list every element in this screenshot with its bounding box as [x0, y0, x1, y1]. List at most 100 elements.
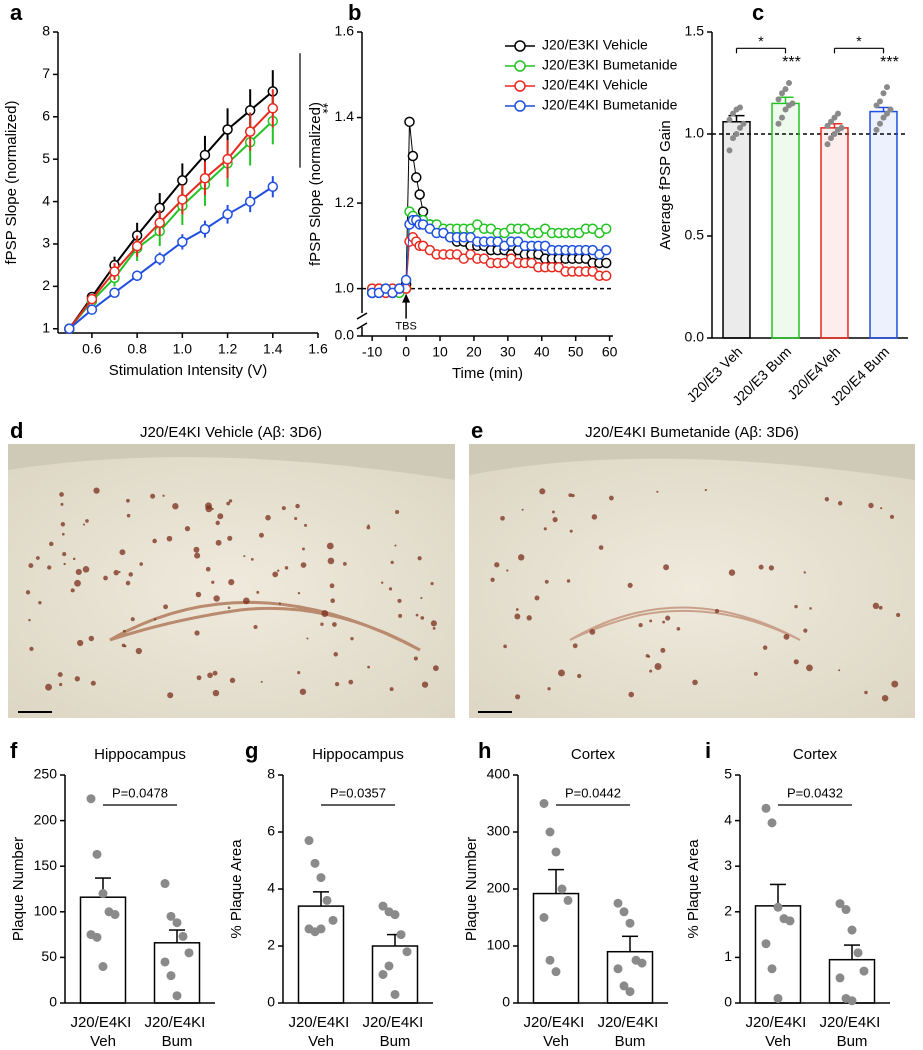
plaque [126, 498, 130, 503]
significance: *** [782, 54, 801, 71]
y-tick-label: 4 [267, 880, 275, 896]
label-line: J20/E4KI [819, 1014, 884, 1031]
sample-point [378, 901, 388, 911]
label-line: Veh [543, 1033, 569, 1050]
sample-point [824, 141, 831, 148]
legend-label: J20/E4KI Bumetanide [542, 97, 678, 113]
sample-point [110, 910, 120, 920]
label-line: Veh [90, 1033, 116, 1050]
y-tick-label: 6 [42, 107, 50, 123]
sample-point [730, 135, 736, 142]
sample-point [775, 96, 782, 103]
y-tick-label: 2 [724, 903, 732, 919]
plaque [74, 676, 80, 682]
plaque [300, 562, 307, 568]
data-point [222, 124, 233, 135]
x-tick-label: J20/E4KI Bum [819, 1014, 884, 1050]
significance: *** [880, 54, 899, 71]
plaque [29, 646, 34, 651]
sample-point [831, 131, 838, 137]
sample-point [322, 895, 332, 905]
plaque [864, 690, 868, 695]
plaque [366, 525, 371, 530]
x-axis-label: Stimulation Intensity (V) [109, 362, 267, 379]
plaque [692, 679, 698, 686]
sample-point [328, 915, 338, 925]
plaque [838, 669, 841, 672]
significance: * [856, 33, 862, 49]
plaque [194, 630, 200, 636]
plaque [207, 672, 213, 679]
data-point [222, 209, 233, 220]
plaque [649, 619, 653, 623]
x-tick-label: J20/E4KI Veh [523, 1014, 588, 1050]
sample-point [160, 957, 170, 967]
y-axis-label: fPSP Slope (normalized) [3, 101, 20, 265]
label-line: Bum [380, 1033, 411, 1050]
plaque [398, 613, 403, 618]
plaque [728, 569, 736, 576]
chart-title: Cortex [793, 746, 838, 763]
plaque [803, 628, 808, 633]
y-tick-label: 1.0 [685, 125, 705, 141]
sample-point [835, 973, 845, 983]
sample-point [726, 147, 733, 154]
bar [771, 102, 800, 339]
plaque [506, 569, 509, 572]
data-point [109, 266, 120, 277]
plaque [878, 605, 883, 610]
plaque [608, 495, 614, 501]
plaque [229, 677, 236, 684]
data-point [86, 304, 98, 315]
data-point [417, 206, 429, 217]
y-tick-label: 400 [487, 766, 511, 782]
plaque [676, 626, 681, 631]
data-point [154, 217, 165, 229]
plaque [806, 664, 813, 672]
plaque [162, 494, 165, 497]
axis-break [356, 322, 368, 330]
chart-title: Hippocampus [94, 746, 186, 763]
y-tick-label: 2 [267, 937, 275, 953]
plaque [395, 510, 400, 515]
sample-point [782, 106, 789, 113]
panel-letter: f [10, 738, 18, 763]
data-point [600, 223, 612, 234]
sample-point [92, 849, 102, 859]
sample-point [613, 964, 623, 974]
plaque [85, 519, 89, 523]
plaque [35, 556, 40, 560]
y-tick-label: 3 [42, 235, 50, 251]
plaque [226, 501, 231, 506]
plaque [647, 655, 651, 658]
plaque [212, 689, 220, 697]
plaque [205, 502, 212, 510]
plaque [571, 493, 575, 498]
plaque [302, 547, 305, 551]
sample-point [773, 993, 783, 1003]
sample-point [847, 996, 857, 1006]
plaque [598, 545, 604, 550]
plaque [753, 671, 758, 676]
significance: * [758, 33, 764, 49]
plaque [211, 580, 215, 584]
y-tick-label: 8 [267, 766, 275, 782]
sample-point [782, 86, 789, 93]
sample-point [828, 135, 834, 142]
x-tick-label: -10 [362, 344, 382, 360]
plaque [432, 665, 439, 672]
sample-point [539, 913, 549, 922]
plaque [543, 527, 547, 531]
plaque [638, 623, 643, 628]
plaque [163, 604, 169, 610]
sample-point [384, 961, 394, 971]
plaque [284, 566, 289, 570]
plaque [294, 517, 298, 521]
plaque [167, 692, 174, 699]
data-point [64, 323, 75, 335]
plaque [809, 607, 812, 610]
plaque [194, 552, 201, 559]
plaque [28, 618, 31, 622]
sample-point [625, 918, 635, 928]
legend-marker [514, 80, 526, 92]
